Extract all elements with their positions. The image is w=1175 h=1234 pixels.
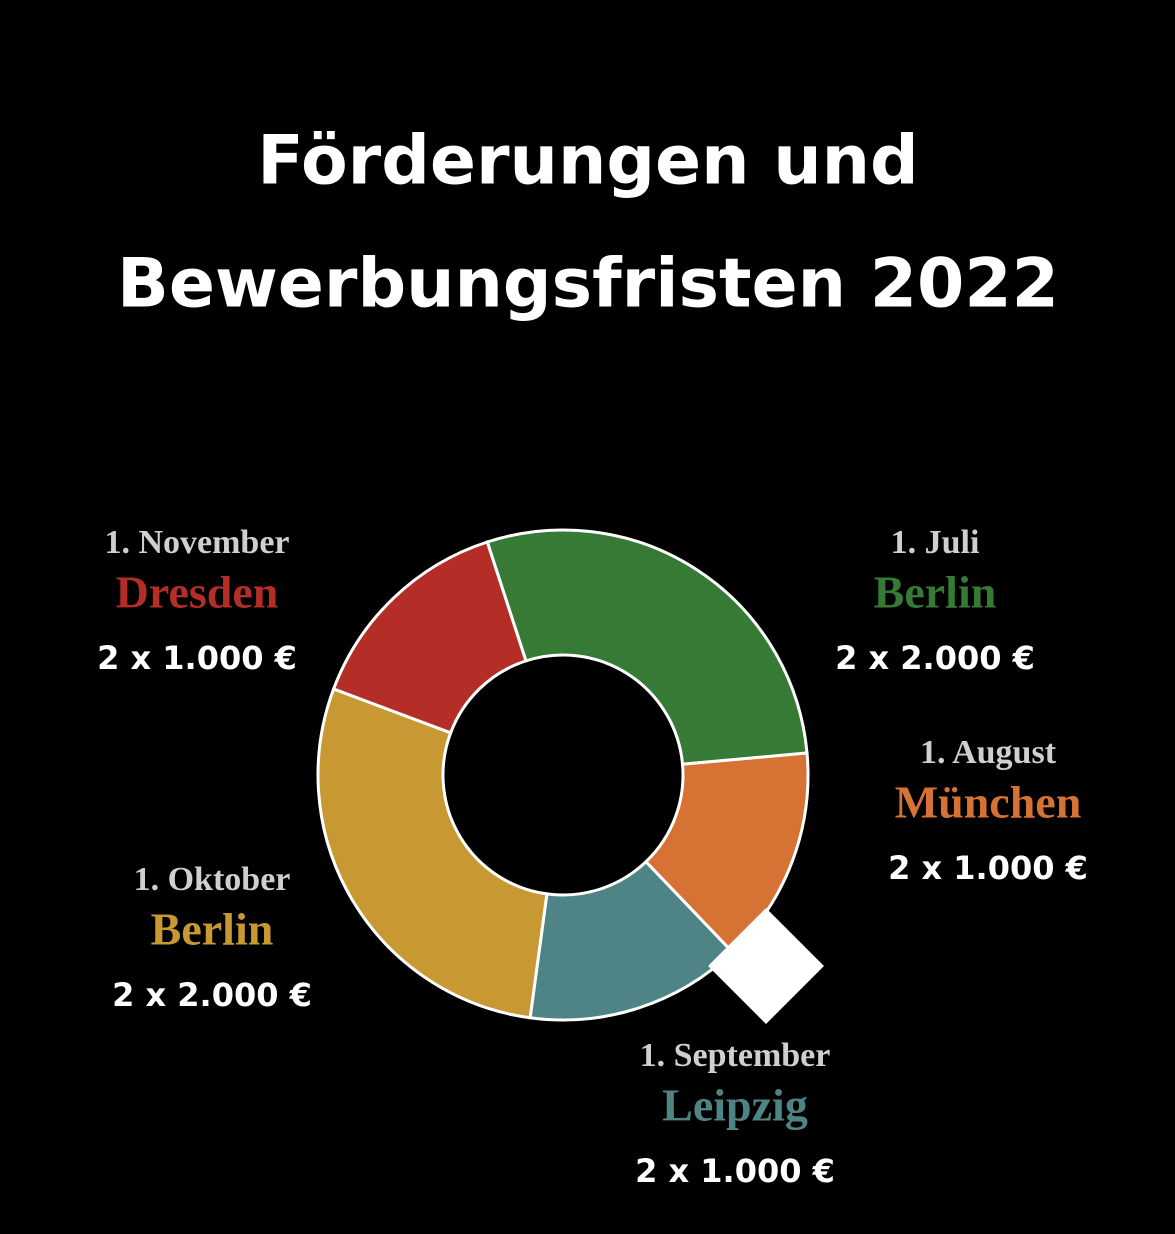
- value-label: 2 x 2.000 €: [112, 976, 312, 1014]
- value-label: 2 x 1.000 €: [635, 1152, 835, 1190]
- labels: 1. Juli Berlin 2 x 2.000 € 1. August München…: [97, 524, 1088, 1190]
- value-label: 2 x 1.000 €: [97, 639, 297, 677]
- donut: [316, 528, 810, 1022]
- value-label: 2 x 2.000 €: [835, 639, 1035, 677]
- city-label: Leipzig: [662, 1080, 808, 1131]
- chart-title: Förderungen und: [257, 122, 918, 201]
- date-label: 1. November: [104, 524, 289, 561]
- city-label: München: [895, 777, 1082, 828]
- city-label: Berlin: [874, 567, 997, 618]
- q-tail: [708, 908, 824, 1024]
- city-label: Berlin: [151, 904, 274, 955]
- date-label: 1. August: [920, 734, 1057, 771]
- city-label: Dresden: [116, 567, 279, 618]
- donut-segment: [485, 528, 809, 766]
- date-label: 1. September: [640, 1037, 831, 1074]
- donut-segment: [316, 686, 549, 1020]
- chart-title: Bewerbungsfristen 2022: [117, 245, 1059, 324]
- donut-segment: [331, 540, 528, 735]
- date-label: 1. Oktober: [134, 861, 291, 898]
- value-label: 2 x 1.000 €: [888, 849, 1088, 887]
- date-label: 1. Juli: [891, 524, 980, 561]
- donut-segment: [528, 859, 735, 1022]
